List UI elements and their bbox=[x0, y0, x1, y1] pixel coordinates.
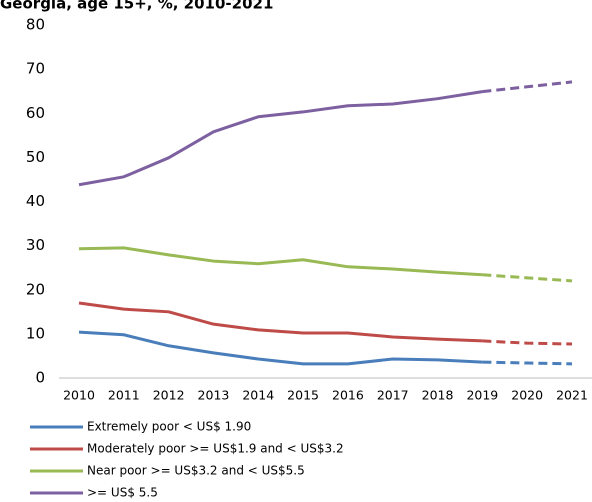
line bbox=[78, 246, 483, 277]
x-tick-label: 2010 bbox=[63, 388, 95, 403]
x-tick-label: 2017 bbox=[377, 388, 409, 403]
y-tick-label: 40 bbox=[26, 192, 45, 210]
legend-label: Near poor >= US$3.2 and < US$5.5 bbox=[87, 464, 305, 478]
x-tick-label: 2020 bbox=[511, 388, 543, 403]
line-projected bbox=[482, 80, 573, 94]
x-tick-label: 2015 bbox=[287, 388, 319, 403]
line-projected bbox=[482, 273, 573, 283]
x-tick-label: 2021 bbox=[556, 388, 588, 403]
legend-label: Extremely poor < US$ 1.90 bbox=[87, 420, 251, 434]
x-tick-label: 2012 bbox=[153, 388, 185, 403]
y-tick-label: 50 bbox=[26, 148, 45, 166]
y-tick-label: 60 bbox=[26, 104, 45, 122]
x-tick-label: 2016 bbox=[332, 388, 364, 403]
x-tick-label: 2014 bbox=[242, 388, 274, 403]
x-tick-label: 2013 bbox=[198, 388, 230, 403]
legend-label: >= US$ 5.5 bbox=[87, 486, 158, 500]
y-tick-label: 80 bbox=[26, 16, 45, 34]
line bbox=[78, 301, 483, 343]
line-projected bbox=[482, 339, 573, 346]
chart-title: Georgia, age 15+, %, 2010-2021 bbox=[0, 0, 273, 13]
y-tick-label: 30 bbox=[26, 236, 45, 254]
y-tick-label: 0 bbox=[35, 369, 45, 387]
line bbox=[78, 330, 483, 366]
x-tick-label: 2018 bbox=[422, 388, 454, 403]
line-projected bbox=[482, 360, 573, 366]
line bbox=[78, 90, 483, 187]
y-tick-label: 20 bbox=[26, 280, 45, 298]
x-tick-label: 2011 bbox=[108, 388, 140, 403]
x-tick-label: 2019 bbox=[466, 388, 498, 403]
legend-label: Moderately poor >= US$1.9 and < US$3.2 bbox=[87, 442, 344, 456]
y-tick-label: 70 bbox=[26, 60, 45, 78]
y-tick-label: 10 bbox=[26, 324, 45, 342]
